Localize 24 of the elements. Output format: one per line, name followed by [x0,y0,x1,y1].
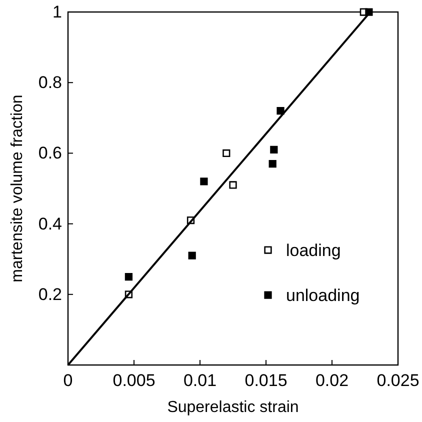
point [270,146,278,154]
x-tick-label: 0 [63,371,73,390]
point [200,178,208,186]
point [188,252,196,260]
x-tick-label: 0.02 [315,371,349,390]
point [276,107,284,115]
x-axis-title: Superelastic strain [167,399,299,416]
x-tick-label: 0.025 [376,371,420,390]
y-tick-label: 0.4 [38,214,62,234]
legend-label: loading [286,241,341,260]
point [124,272,133,281]
y-tick-label: 1 [52,2,62,22]
y-tick-label: 0.8 [38,73,62,92]
point [365,8,373,16]
point [268,160,276,168]
point [229,181,237,189]
x-tick-label: 0.015 [244,371,288,390]
x-tick-label: 0.01 [183,371,217,390]
legend-label: unloading [286,286,360,305]
y-tick-label: 0.6 [38,144,62,163]
y-tick-label: 0.2 [38,284,62,304]
y-axis-title: martensite volume fraction [9,94,26,282]
point [222,149,230,158]
x-tick-label: 0.005 [112,371,156,390]
